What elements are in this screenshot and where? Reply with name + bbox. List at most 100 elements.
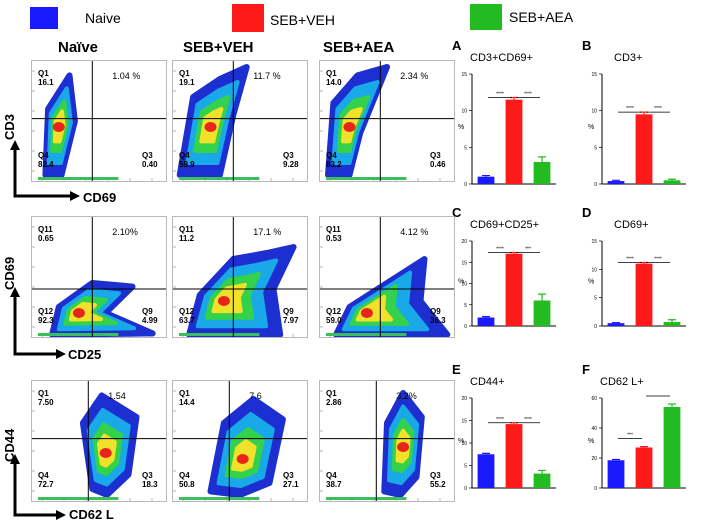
quadrant-tl-value: 0.65 [38, 234, 54, 243]
quadrant-bl-name: Q4 [179, 471, 190, 480]
flow-plot-r2-c2: Q11 11.2 17.1 % Q12 63.7 Q9 7.97 [172, 216, 308, 338]
y-tick-label: 10 [461, 109, 467, 115]
flow-plot-r1-c3: Q1 14.0 2.34 % Q4 83.2 Q3 0.46 [319, 60, 455, 182]
axis-event-strip [38, 497, 119, 500]
chart-title-c: CD69+CD25+ [470, 219, 540, 231]
density-plot [32, 217, 166, 337]
y-axis-label-row-1: CD3 [2, 113, 17, 140]
y-tick-label: 15 [461, 419, 467, 425]
column-header-seb-aea: SEB+AEA [323, 39, 395, 56]
y-axis-label: % [458, 124, 464, 131]
quadrant-br-value: 7.97 [283, 316, 299, 325]
density-plot [320, 381, 454, 501]
quadrant-bl-value: 59.0 [326, 316, 342, 325]
legend-swatch-seb-veh [232, 4, 264, 32]
bar-seb-aea [533, 473, 551, 488]
y-axis-label: % [588, 438, 594, 445]
quadrant-br-value: 36.3 [430, 316, 446, 325]
column-header-naive: Naïve [58, 39, 99, 56]
quadrant-tr-value: 17.1 % [253, 227, 282, 237]
y-tick-label: 0 [594, 324, 597, 330]
y-tick-label: 5 [464, 303, 467, 309]
arrowhead-right-row-3 [56, 510, 66, 520]
quadrant-tr-value: 2.10% [112, 227, 138, 237]
bar-seb-veh [635, 114, 653, 184]
quadrant-tr-value: 11.7 % [253, 71, 281, 81]
x-axis-label-row-2: CD25 [68, 347, 102, 362]
arrowhead-up-row-2 [10, 287, 20, 297]
quadrant-tl-name: Q1 [38, 389, 49, 398]
density-peak [204, 122, 217, 132]
density-plot [320, 61, 454, 181]
bar-naive [477, 454, 495, 488]
quadrant-br-name: Q3 [283, 471, 294, 480]
error-bar [538, 156, 546, 162]
density-plot [32, 381, 166, 501]
bar-naive [477, 176, 495, 184]
chart-title-b: CD3+ [614, 52, 643, 64]
panel-letter-f: F [582, 362, 590, 377]
y-tick-label: 0 [594, 486, 597, 492]
significance-label: **** [654, 106, 662, 112]
quadrant-bl-name: Q12 [38, 307, 54, 316]
significance-label: **** [496, 91, 504, 97]
chart-title-f: CD62 L+ [600, 376, 644, 388]
bar-seb-veh [505, 424, 523, 488]
axis-event-strip [179, 177, 260, 180]
quadrant-tl-value: 0.53 [326, 234, 342, 243]
error-bar [612, 179, 620, 182]
density-peak [236, 454, 249, 464]
legend-swatch-seb-aea [470, 4, 502, 30]
bar-chart-e: 0 5 10 15 20% **** **** [458, 396, 556, 492]
chart-title-a: CD3+CD69+ [470, 52, 533, 64]
axis-event-strip [326, 497, 407, 500]
legend-label-seb-veh: SEB+VEH [270, 12, 335, 28]
quadrant-br-value: 0.46 [430, 160, 446, 169]
quadrant-br-value: 4.99 [142, 316, 158, 325]
arrowhead-right-row-1 [70, 191, 80, 201]
axis-event-strip [179, 333, 260, 336]
y-tick-label: 0 [464, 182, 467, 188]
bar-seb-aea [663, 407, 681, 488]
quadrant-br-name: Q3 [142, 151, 153, 160]
significance-label: **** [496, 246, 504, 252]
quadrant-bl-name: Q4 [38, 151, 49, 160]
y-axis-label-row-3: CD44 [2, 428, 17, 462]
y-axis-label: % [588, 124, 594, 131]
significance-label: **** [626, 106, 634, 112]
quadrant-tl-value: 11.2 [179, 234, 195, 243]
significance-label: **** [524, 91, 532, 97]
y-tick-label: 15 [591, 239, 597, 245]
axis-event-strip [38, 333, 119, 336]
quadrant-br-name: Q3 [142, 471, 153, 480]
y-tick-label: 15 [461, 72, 467, 78]
bar-naive [607, 181, 625, 184]
flow-plot-r2-c1: Q11 0.65 2.10% Q12 92.3 Q9 4.99 [31, 216, 167, 338]
bar-chart-d: 0 5 10 15% **** **** [588, 239, 686, 330]
significance-label: *** [525, 246, 531, 252]
quadrant-tr-value: 3.2% [396, 391, 417, 401]
flow-plot-r3-c3: Q1 2.86 3.2% Q4 38.7 Q3 55.2 [319, 380, 455, 502]
quadrant-tr-value: 2.34 % [400, 71, 429, 81]
quadrant-tl-value: 16.1 [38, 78, 54, 87]
quadrant-br-value: 18.3 [142, 480, 158, 489]
quadrant-bl-value: 63.7 [179, 316, 195, 325]
quadrant-br-name: Q9 [142, 307, 153, 316]
quadrant-bl-value: 83.2 [326, 160, 342, 169]
y-tick-label: 5 [464, 145, 467, 151]
bar-naive [607, 323, 625, 326]
quadrant-tl-name: Q11 [326, 225, 341, 234]
density-plot [173, 217, 307, 337]
error-bar [668, 403, 676, 407]
bar-seb-aea [663, 322, 681, 326]
density-peak [99, 448, 112, 458]
y-tick-label: 5 [464, 464, 467, 470]
quadrant-tr-value: 1.04 % [112, 71, 141, 81]
quadrant-tr-value: 1.54 [108, 391, 126, 401]
quadrant-tl-name: Q11 [38, 225, 53, 234]
chart-title-e: CD44+ [470, 376, 505, 388]
panel-letter-e: E [452, 362, 461, 377]
quadrant-tl-name: Q1 [38, 69, 49, 78]
significance-label: **** [626, 257, 634, 263]
